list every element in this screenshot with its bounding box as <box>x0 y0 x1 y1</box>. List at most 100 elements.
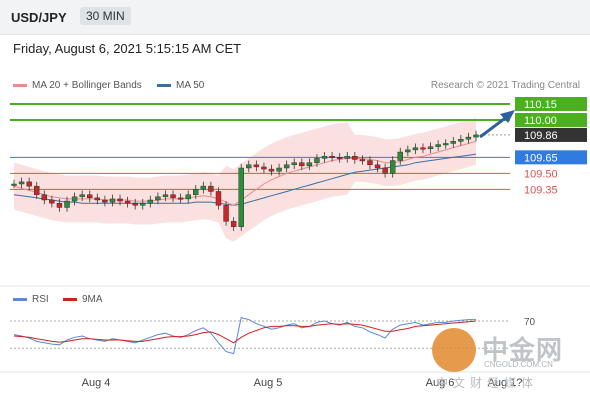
ma20-swatch <box>13 83 27 87</box>
candle <box>170 194 176 199</box>
research-credit: Research © 2021 Trading Central <box>430 80 580 91</box>
ma50-line <box>13 153 477 206</box>
candle <box>314 158 320 163</box>
candle <box>94 197 101 201</box>
legend-ma20: MA 20 + Bollinger Bands <box>13 80 142 91</box>
projection-arrow <box>479 114 509 139</box>
candle <box>412 147 419 151</box>
level-label-5: 109.35 <box>524 184 558 196</box>
candle <box>473 134 479 138</box>
level-label-0: 110.15 <box>524 99 557 111</box>
candle <box>443 143 449 146</box>
candle <box>276 167 282 172</box>
candle <box>261 166 267 170</box>
candle <box>427 146 434 150</box>
legend-rsi-label: RSI <box>32 294 49 305</box>
candle <box>124 200 131 204</box>
candle <box>132 202 138 206</box>
timeframe-badge[interactable]: 30 MIN <box>80 7 131 25</box>
candle <box>34 185 40 195</box>
candle <box>215 191 222 206</box>
candle <box>321 156 328 159</box>
chart-header: USD/JPY 30 MIN <box>0 0 590 35</box>
candle <box>18 181 25 185</box>
level-box-2 <box>515 127 587 142</box>
rsi-level-label: 70 <box>524 317 536 328</box>
candle <box>41 194 47 201</box>
candle <box>306 162 313 167</box>
candle <box>109 198 116 203</box>
candle <box>230 221 237 227</box>
candle <box>268 168 275 172</box>
candle <box>147 199 154 204</box>
candle <box>49 199 55 204</box>
candle <box>374 164 381 169</box>
candle <box>193 189 199 195</box>
ma50-swatch <box>157 83 171 87</box>
candle <box>465 136 472 140</box>
candle <box>64 200 70 208</box>
candle <box>253 164 260 168</box>
candle <box>117 198 123 202</box>
candle <box>458 138 464 142</box>
level-label-4: 109.50 <box>524 168 558 180</box>
candle <box>420 147 426 150</box>
watermark-title: 中金网 <box>482 335 564 365</box>
x-tick-label: Aug 6 <box>426 377 455 389</box>
candle <box>283 164 290 169</box>
legend-ma20-label: MA 20 + Bollinger Bands <box>32 80 142 91</box>
candle <box>238 167 244 227</box>
candle <box>140 202 146 206</box>
candle <box>329 156 335 158</box>
candle <box>56 202 63 208</box>
watermark-subtitle: 中文财经媒体 <box>436 376 539 390</box>
candle <box>71 196 78 202</box>
candle <box>344 156 350 159</box>
candle <box>352 156 358 160</box>
candle <box>397 151 403 161</box>
level-box-0 <box>515 97 587 111</box>
candle <box>11 183 17 186</box>
candle <box>367 160 373 166</box>
level-label-1: 110.00 <box>524 115 557 127</box>
x-tick-label: Aug 1? <box>488 377 523 389</box>
legend-9ma: 9MA <box>63 294 103 305</box>
legend-rsi: RSI <box>13 294 49 305</box>
watermark-url: CNGOLD.COM.CN <box>484 360 553 369</box>
candle <box>389 160 396 174</box>
currency-pair-title: USD/JPY <box>11 10 67 25</box>
candle <box>382 167 388 174</box>
candle <box>185 194 191 200</box>
level-box-3 <box>515 150 587 165</box>
candle <box>87 194 93 199</box>
candle <box>200 185 207 190</box>
candle <box>162 194 169 198</box>
level-label-3: 109.65 <box>524 152 558 164</box>
rsi-9ma-line <box>13 320 477 344</box>
level-label-2: 109.86 <box>524 130 558 142</box>
x-tick-label: Aug 4 <box>82 377 111 389</box>
legend-ma50: MA 50 <box>157 80 204 91</box>
candle <box>177 197 184 200</box>
candle <box>291 162 297 166</box>
candle <box>299 162 305 167</box>
candle <box>359 159 366 162</box>
candle <box>102 199 108 203</box>
x-tick-label: Aug 5 <box>254 377 283 389</box>
report-datetime: Friday, August 6, 2021 5:15:15 AM CET <box>13 41 242 56</box>
candle <box>155 196 161 201</box>
legend-ma50-label: MA 50 <box>176 80 205 91</box>
ma20-line <box>13 140 477 206</box>
ma9-swatch <box>63 297 77 301</box>
candle <box>26 181 32 187</box>
candle <box>435 144 441 147</box>
candle <box>246 164 252 169</box>
legend-9ma-label: 9MA <box>82 294 103 305</box>
level-box-1 <box>515 113 587 127</box>
candle <box>405 149 411 153</box>
watermark-logo-icon <box>432 328 476 372</box>
rsi-swatch <box>13 297 27 301</box>
candle <box>208 185 214 192</box>
candle <box>450 141 456 144</box>
